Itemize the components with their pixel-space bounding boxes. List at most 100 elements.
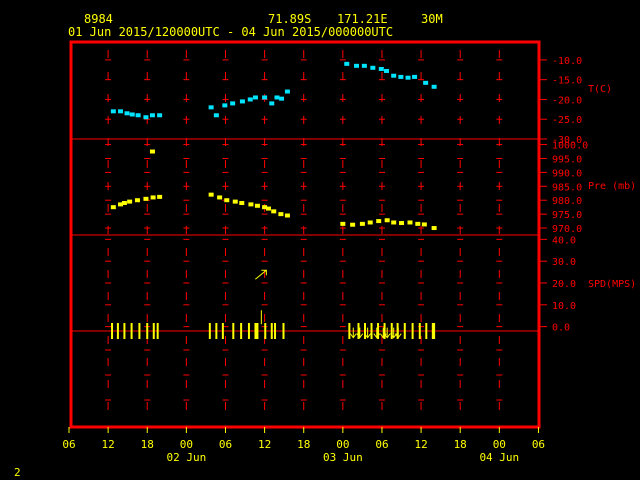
x-tick-label: 06	[532, 438, 545, 451]
y-tick-label: -15.0	[552, 76, 582, 87]
pressure-point	[254, 203, 260, 208]
pressure-point	[278, 212, 284, 217]
pressure-point	[415, 221, 421, 226]
pressure-point	[350, 222, 356, 227]
wind-arrow-head	[394, 333, 402, 339]
wind-arrow-head	[261, 269, 267, 276]
temperature-point	[213, 113, 219, 118]
pressure-point	[284, 213, 290, 218]
pressure-point	[157, 194, 163, 199]
y-tick-label: 30.0	[552, 257, 576, 268]
temperature-point	[230, 101, 236, 106]
pressure-point	[208, 192, 214, 197]
pressure-point	[110, 205, 116, 210]
pressure-point	[224, 198, 230, 203]
temperature-point	[384, 68, 390, 73]
y-tick-label: 1000.0	[552, 141, 588, 152]
x-tick-label: 12	[258, 438, 271, 451]
y-tick-label: 990.0	[552, 168, 582, 179]
x-tick-label: 00	[336, 438, 349, 451]
pressure-point	[134, 198, 140, 203]
station-id: 8984	[84, 12, 113, 26]
y-tick-label: 40.0	[552, 235, 576, 246]
x-tick-label: 06	[62, 438, 75, 451]
temperature-point	[143, 115, 149, 120]
pressure-point	[217, 195, 223, 200]
pressure-point	[384, 218, 390, 223]
pressure-point	[143, 196, 149, 201]
x-tick-label: 18	[454, 438, 467, 451]
pressure-point	[239, 201, 245, 205]
temperature-point	[431, 84, 437, 89]
wind-arrow-head	[349, 333, 357, 339]
y-tick-label: 975.0	[552, 210, 582, 221]
longitude: 171.21E	[337, 12, 388, 26]
wind-arrow-head	[373, 333, 381, 339]
pressure-point	[271, 209, 277, 214]
temperature-point	[124, 111, 130, 116]
temperature-point	[344, 61, 350, 66]
y-tick-label: 970.0	[552, 224, 582, 235]
pressure-point	[150, 195, 156, 200]
temperature-point	[361, 63, 367, 68]
y-tick-label: -10.0	[552, 56, 582, 67]
y-tick-label: -25.0	[552, 115, 582, 126]
y-tick-label: 980.0	[552, 196, 582, 207]
y-tick-label: 10.0	[552, 301, 576, 312]
temperature-point	[405, 75, 411, 80]
temperature-point	[423, 80, 429, 85]
temperature-point	[149, 113, 155, 118]
y-axis-label-temperature: T(C)	[588, 84, 612, 95]
pressure-point	[118, 202, 124, 207]
temperature-point	[274, 95, 280, 100]
station-height: 30M	[421, 12, 443, 26]
pressure-point	[399, 221, 405, 226]
latitude: 71.89S	[268, 12, 311, 26]
temperature-point	[354, 63, 360, 68]
wind-arrow-head	[356, 333, 364, 339]
temperature-point	[370, 65, 376, 70]
x-day-label: 02 Jun	[166, 451, 206, 464]
pressure-point	[149, 149, 155, 154]
pressure-point	[431, 226, 437, 231]
pressure-point	[340, 221, 346, 226]
x-tick-label: 12	[414, 438, 427, 451]
y-axis-label-wind: SPD(MPS)	[588, 279, 636, 290]
temperature-point	[252, 95, 258, 100]
x-tick-label: 18	[141, 438, 154, 451]
pressure-point	[421, 222, 427, 227]
pressure-point	[248, 202, 254, 207]
page-number: 2	[14, 466, 21, 479]
pressure-point	[232, 199, 238, 204]
pressure-point	[266, 206, 272, 211]
temperature-point	[135, 113, 141, 118]
y-tick-label: -20.0	[552, 95, 582, 106]
temperature-point	[247, 97, 253, 102]
y-tick-label: 0.0	[552, 323, 570, 334]
temperature-point	[412, 74, 418, 79]
temperature-point	[239, 99, 245, 104]
wind-arrow	[255, 269, 267, 280]
pressure-point	[121, 201, 127, 205]
temperature-point	[378, 66, 384, 71]
temperature-point	[208, 105, 214, 110]
pressure-point	[359, 221, 365, 226]
y-tick-label: 20.0	[552, 279, 576, 290]
x-tick-label: 06	[219, 438, 232, 451]
temperature-point	[269, 101, 275, 106]
pressure-point	[262, 205, 268, 210]
temperature-point	[391, 73, 397, 78]
temperature-point	[279, 96, 285, 101]
x-tick-label: 18	[297, 438, 310, 451]
x-day-label: 04 Jun	[479, 451, 519, 464]
x-tick-label: 12	[101, 438, 114, 451]
temperature-point	[110, 109, 116, 114]
x-tick-label: 00	[180, 438, 193, 451]
y-axis-label-pressure: Pre (mb)	[588, 181, 636, 192]
pressure-point	[127, 199, 133, 204]
temperature-point	[284, 89, 290, 94]
temperature-point	[118, 109, 124, 114]
temperature-point	[262, 95, 268, 100]
y-tick-label: 995.0	[552, 154, 582, 165]
